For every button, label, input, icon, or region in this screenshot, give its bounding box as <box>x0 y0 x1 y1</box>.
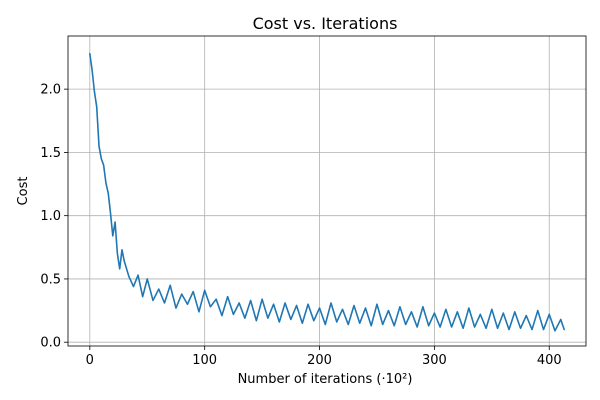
y-tick-label: 1.5 <box>40 146 61 161</box>
y-tick-label: 0.0 <box>40 336 61 351</box>
grid <box>68 36 586 346</box>
x-axis-label: Number of iterations (·10²) <box>238 372 413 387</box>
x-tick-label: 300 <box>422 353 447 368</box>
x-tick-label: 200 <box>307 353 332 368</box>
series-layer <box>89 52 565 332</box>
y-tick-label: 1.0 <box>40 209 61 224</box>
y-tick-label: 2.0 <box>40 83 61 98</box>
y-tick-label: 0.5 <box>40 272 61 287</box>
axes-frame <box>67 35 587 347</box>
y-axis-label: Cost <box>16 177 31 206</box>
x-tick-label: 100 <box>192 353 217 368</box>
chart-title: Cost vs. Iterations <box>253 14 398 33</box>
cost-series-line <box>89 52 565 332</box>
x-tick-label: 400 <box>537 353 562 368</box>
y-axis: 0.0 0.5 1.0 1.5 2.0 <box>40 83 68 351</box>
x-tick-label: 0 <box>86 353 94 368</box>
x-axis: 0 100 200 300 400 <box>86 346 562 368</box>
